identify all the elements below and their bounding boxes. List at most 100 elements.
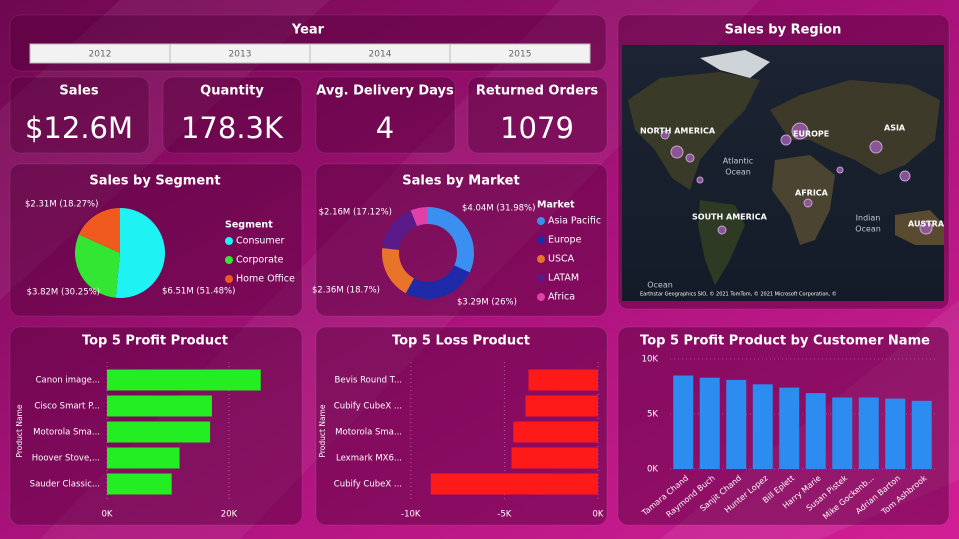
map-title: Sales by Region <box>725 23 842 38</box>
slicer-title: Year <box>291 23 325 38</box>
legend-swatch <box>225 237 233 245</box>
x-tick-label: 0K <box>102 510 113 520</box>
bubble <box>717 225 727 235</box>
donut-slice <box>428 207 474 273</box>
continent <box>628 72 760 190</box>
y-axis-title: Product Name <box>318 404 327 457</box>
legend-swatch <box>537 293 545 301</box>
x-tick-label: -5K <box>497 510 511 520</box>
y-tick-label: 10K <box>642 355 659 365</box>
legend-label: Africa <box>548 292 575 303</box>
card-value: 4 <box>376 111 394 145</box>
map-attribution: Earthstar Geographics SIO, © 2021 TomTom… <box>640 291 837 298</box>
bubble <box>696 176 704 184</box>
bar <box>513 421 598 443</box>
legend-label: Home Office <box>236 274 295 285</box>
bubble <box>660 130 670 140</box>
chart-title: Sales by Market <box>402 174 519 189</box>
y-tick-label: Hoover Stove,... <box>32 454 100 464</box>
y-tick-label: Canon image... <box>36 376 100 386</box>
y-tick-label: Lexmark MX6... <box>336 454 402 464</box>
data-label: $3.82M (30.25%) <box>27 288 100 298</box>
bar <box>673 375 694 469</box>
bubble <box>899 170 911 182</box>
map-label: EUROPE <box>793 130 829 139</box>
continent <box>772 155 835 245</box>
bubble <box>791 122 809 140</box>
donut-slice <box>410 207 428 227</box>
bar <box>107 421 211 443</box>
bar <box>528 369 598 391</box>
card-value: 178.3K <box>181 111 284 145</box>
x-tick-label: 20K <box>221 510 238 520</box>
bar <box>699 377 720 469</box>
bar <box>832 397 853 469</box>
legend-label: Consumer <box>236 236 285 247</box>
map-label: NORTH AMERICA <box>640 127 716 136</box>
y-tick-label: 5K <box>647 410 658 420</box>
y-tick-label: Motorola Sma... <box>33 428 100 438</box>
legend-label: USCA <box>548 254 575 265</box>
slicer: 2012 2013 2014 2015 <box>29 43 591 64</box>
y-tick-label: Motorola Sma... <box>335 428 402 438</box>
bar <box>885 398 906 469</box>
bar <box>511 447 598 469</box>
x-tick-label: 0K <box>593 510 604 520</box>
map-label: AFRICA <box>795 189 829 198</box>
pie-slice <box>115 208 166 298</box>
slicer-label[interactable]: 2012 <box>89 50 112 60</box>
bubble <box>803 198 813 208</box>
slicer-label[interactable]: 2014 <box>369 50 392 60</box>
card-panel <box>9 76 150 154</box>
map-label: ASIA <box>884 124 906 133</box>
card-label: Returned Orders <box>476 84 599 99</box>
card-panel <box>162 76 303 154</box>
y-tick-label: Cisco Smart P... <box>34 402 100 412</box>
data-label: $2.16M (17.12%) <box>319 208 392 218</box>
donut-slice <box>382 248 414 294</box>
y-tick-label: 0K <box>647 465 658 475</box>
slicer-label[interactable]: 2013 <box>229 50 252 60</box>
legend-swatch <box>537 236 545 244</box>
legend-swatch <box>537 274 545 282</box>
legend-label: Corporate <box>236 255 284 266</box>
legend-title: Market <box>537 200 575 211</box>
map-label: Indian <box>856 214 881 223</box>
chart-title: Sales by Segment <box>89 174 220 189</box>
continent <box>698 200 745 285</box>
y-tick-label: Cubify CubeX ... <box>334 480 402 490</box>
map-bubbles <box>660 122 933 235</box>
legend-swatch <box>225 256 233 264</box>
chart-title: Top 5 Profit Product by Customer Name <box>640 334 930 349</box>
bubble <box>919 221 933 235</box>
slicer-label[interactable]: 2015 <box>509 50 532 60</box>
bubble <box>780 134 792 146</box>
chart-title: Top 5 Loss Product <box>392 334 530 349</box>
data-label: $2.36M (18.7%) <box>312 286 380 296</box>
bubble <box>836 166 844 174</box>
map <box>622 45 944 301</box>
bar <box>752 384 773 469</box>
donut-slice <box>405 265 470 299</box>
map-label: Atlantic <box>723 157 753 166</box>
x-tick-label: -10K <box>401 510 421 520</box>
bar <box>858 397 879 469</box>
map-label: Ocean <box>855 225 881 234</box>
data-label: $2.31M (18.27%) <box>25 200 98 210</box>
bar <box>525 395 598 417</box>
continent <box>895 210 944 245</box>
map-label: AUSTRA <box>908 220 945 229</box>
map-label: SOUTH AMERICA <box>692 213 768 222</box>
y-tick-label: Cubify CubeX ... <box>334 402 402 412</box>
card-value: $12.6M <box>25 111 133 145</box>
bar <box>779 387 800 469</box>
legend-swatch <box>537 217 545 225</box>
legend-swatch <box>537 255 545 263</box>
bar <box>805 393 826 469</box>
card-panel <box>467 76 608 154</box>
data-label: $3.29M (26%) <box>457 298 517 308</box>
y-tick-label: Sauder Classic... <box>30 480 100 490</box>
slicer-item[interactable] <box>449 43 591 64</box>
map-label: Ocean <box>647 281 673 290</box>
